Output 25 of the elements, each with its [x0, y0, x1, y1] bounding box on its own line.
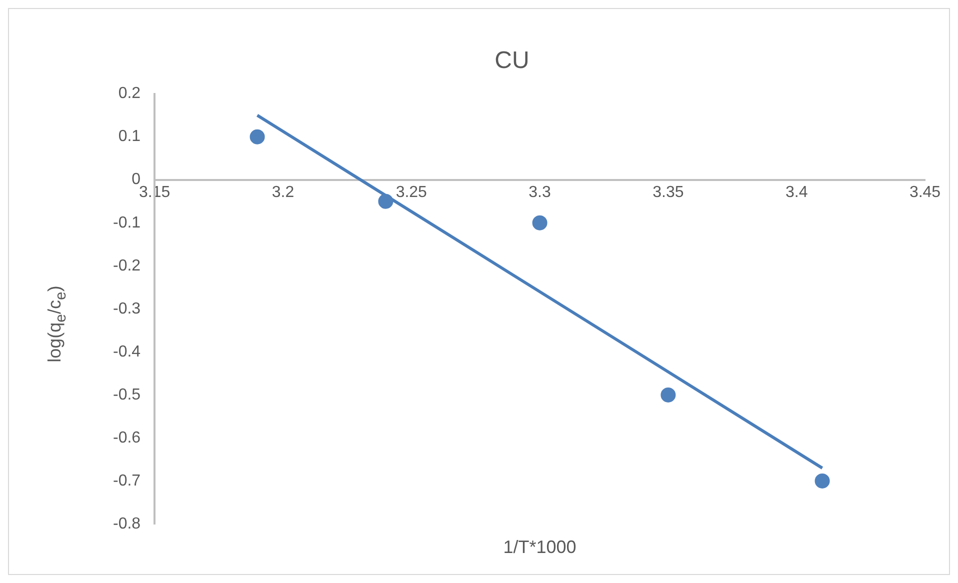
y-tick-label: -0.7	[112, 472, 141, 490]
y-tick-label: 0	[132, 171, 141, 188]
x-tick-label: 3.15	[139, 184, 170, 201]
chart-title: CU	[494, 47, 530, 74]
x-tick-label: 3.25	[396, 184, 428, 201]
point	[532, 215, 548, 230]
y-tick-label: -0.8	[112, 515, 141, 532]
x-axis-title: 1/T*1000	[503, 536, 576, 557]
point	[250, 129, 265, 144]
x-tick-label: 3.35	[652, 184, 684, 201]
point	[378, 194, 394, 209]
y-tick-label: -0.4	[112, 343, 141, 360]
x-tick-label: 3.4	[785, 184, 808, 201]
y-tick-label: -0.5	[112, 386, 141, 404]
x-tick-label: 3.2	[272, 184, 294, 201]
y-tick-label: -0.3	[112, 300, 141, 318]
y-tick-label: -0.6	[112, 429, 141, 446]
y-tick-label: -0.2	[112, 257, 141, 274]
x-tick-label: 3.45	[909, 184, 941, 201]
y-tick-label: 0.2	[118, 85, 141, 102]
y-tick-label: 0.1	[118, 128, 141, 146]
y-tick-label: -0.1	[112, 214, 141, 232]
x-tick-label: 3.3	[528, 184, 552, 201]
point	[660, 387, 676, 402]
point	[814, 473, 830, 488]
